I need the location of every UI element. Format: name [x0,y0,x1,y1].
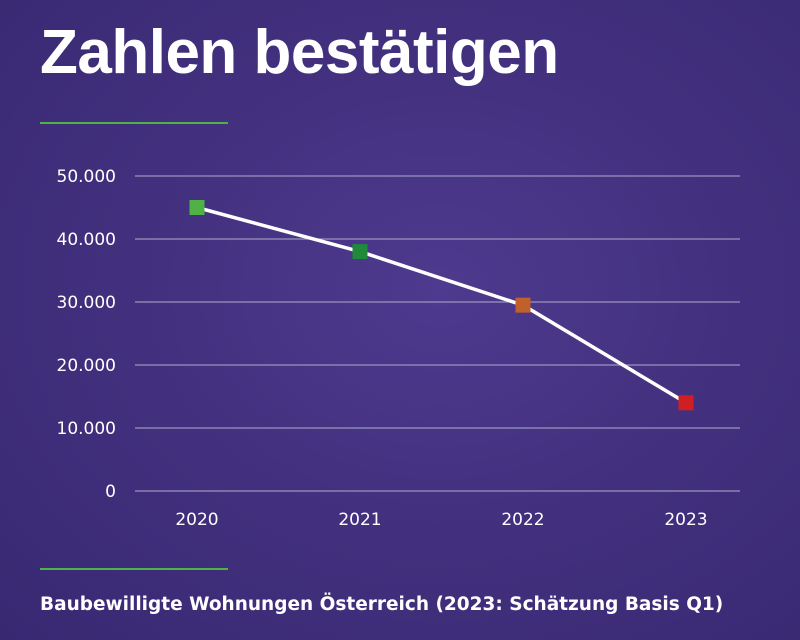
y-tick-label: 30.000 [57,293,116,313]
y-axis-ticks: 0 10.000 20.000 30.000 40.000 50.000 [57,167,116,502]
y-tick-label: 50.000 [57,167,116,187]
y-tick-label: 10.000 [57,419,116,439]
x-tick-label: 2021 [338,510,381,530]
chart-data-points [189,200,694,411]
chart-series-lines [196,205,687,405]
series-line [196,205,687,405]
y-tick-label: 20.000 [57,356,116,376]
top-accent-rule [40,122,228,124]
data-point-marker [678,395,694,411]
bottom-accent-rule [40,568,228,570]
x-tick-label: 2020 [175,510,218,530]
page-title: Zahlen bestätigen [40,18,559,87]
x-axis-ticks: 2020 2021 2022 2023 [175,510,707,530]
data-point-marker [515,297,531,313]
chart-gridlines [135,175,740,492]
y-tick-label: 40.000 [57,230,116,250]
chart-caption: Baubewilligte Wohnungen Österreich (2023… [40,594,724,615]
data-point-marker [189,200,205,215]
line-chart: 0 10.000 20.000 30.000 40.000 50.000 2020 2021… [57,167,740,530]
data-point-marker [352,244,368,260]
x-tick-label: 2022 [501,510,544,530]
y-tick-label: 0 [105,482,116,502]
x-tick-label: 2023 [664,510,707,530]
